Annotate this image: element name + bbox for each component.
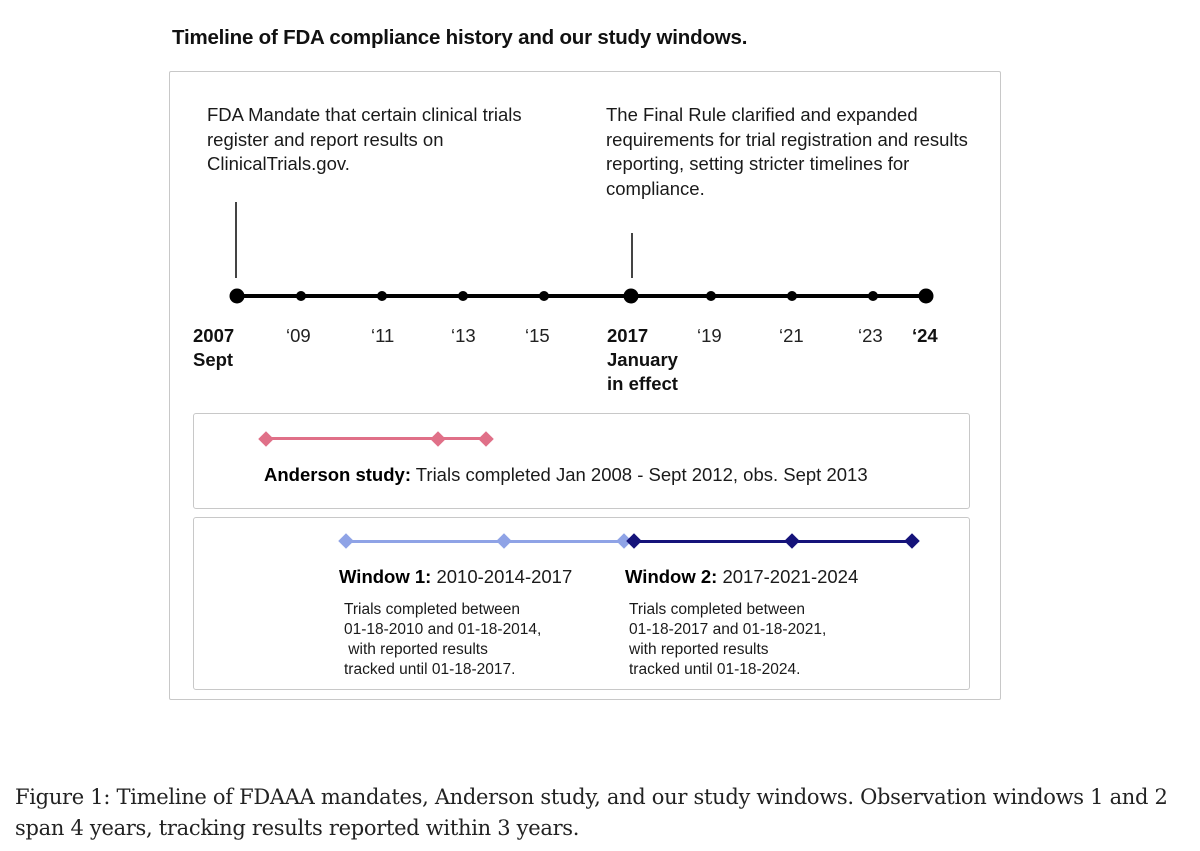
timeline-axis bbox=[236, 294, 926, 298]
tick-label-2017: 2017 January in effect bbox=[607, 324, 678, 396]
tick-dot-2007 bbox=[229, 288, 245, 304]
anderson-study-label-title: Anderson study: bbox=[264, 464, 411, 485]
event-fda-mandate-text: FDA Mandate that certain clinical trials… bbox=[207, 104, 522, 174]
window-2-label: Window 2: 2017-2021-2024 bbox=[625, 566, 858, 588]
figure-title: Timeline of FDA compliance history and o… bbox=[172, 26, 748, 49]
figure-caption: Figure 1: Timeline of FDAAA mandates, An… bbox=[15, 785, 1168, 840]
tick-label-2007-month: Sept bbox=[193, 349, 234, 370]
tick-label-2017-year: 2017 bbox=[607, 325, 649, 346]
window-2-label-title: Window 2: bbox=[625, 566, 718, 587]
window-1-description: Trials completed between 01-18-2010 and … bbox=[344, 601, 542, 678]
event-fda-mandate-pointer bbox=[235, 202, 237, 278]
timeline-frame bbox=[169, 71, 1001, 700]
tick-label-2017-note: in effect bbox=[607, 373, 678, 394]
anderson-study-label-desc: Trials completed Jan 2008 - Sept 2012, o… bbox=[410, 464, 868, 485]
tick-label-2019: ‘19 bbox=[697, 325, 722, 346]
tick-label-2011: ‘11 bbox=[371, 325, 395, 346]
event-final-rule-text: The Final Rule clarified and expanded re… bbox=[606, 104, 968, 199]
window-1-bar bbox=[346, 540, 626, 543]
tick-dot-2017 bbox=[623, 288, 639, 304]
tick-label-2007: 2007 Sept bbox=[193, 324, 234, 372]
tick-label-2023: ‘23 bbox=[858, 325, 883, 346]
anderson-study-panel bbox=[193, 413, 970, 509]
tick-label-2017-month: January bbox=[607, 349, 678, 370]
study-windows-panel bbox=[193, 517, 970, 690]
tick-dot-2019 bbox=[706, 291, 716, 301]
tick-dot-2009 bbox=[296, 291, 306, 301]
window-1-label-years: 2010-2014-2017 bbox=[431, 566, 573, 587]
tick-dot-2021 bbox=[787, 291, 797, 301]
window-2-bar bbox=[634, 540, 912, 543]
event-final-rule-pointer bbox=[631, 233, 633, 278]
tick-dot-2011 bbox=[377, 291, 387, 301]
tick-dot-2024 bbox=[918, 288, 934, 304]
window-1-label-title: Window 1: bbox=[339, 566, 432, 587]
tick-dot-2015 bbox=[539, 291, 549, 301]
window-1-label: Window 1: 2010-2014-2017 bbox=[339, 566, 572, 588]
tick-label-2021: ‘21 bbox=[779, 325, 804, 346]
tick-label-2007-year: 2007 bbox=[193, 325, 235, 346]
tick-dot-2023 bbox=[868, 291, 878, 301]
tick-label-2015: ‘15 bbox=[525, 325, 550, 346]
tick-label-2024: ‘24 bbox=[912, 325, 938, 346]
anderson-study-bar bbox=[266, 437, 486, 440]
tick-dot-2013 bbox=[458, 291, 468, 301]
tick-label-2013: ‘13 bbox=[451, 325, 476, 346]
window-2-label-years: 2017-2021-2024 bbox=[717, 566, 859, 587]
window-2-description: Trials completed between 01-18-2017 and … bbox=[629, 601, 827, 678]
anderson-study-label: Anderson study: Trials completed Jan 200… bbox=[264, 464, 868, 486]
tick-label-2009: ‘09 bbox=[286, 325, 311, 346]
